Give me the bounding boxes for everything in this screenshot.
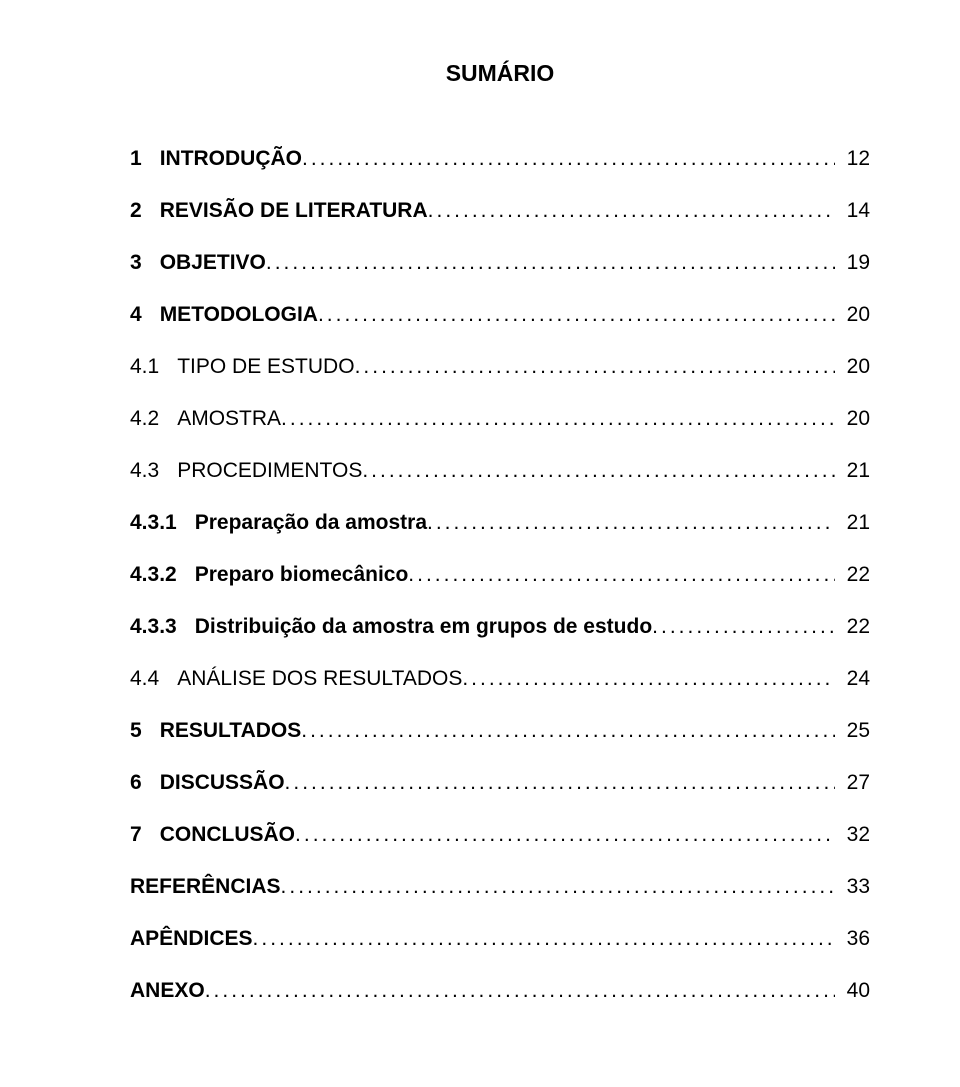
- toc-leader-dots: [318, 303, 835, 327]
- toc-entry-label: PROCEDIMENTOS: [177, 459, 362, 483]
- toc-entry-label: APÊNDICES: [130, 927, 253, 951]
- toc-entry-page: 27: [835, 771, 870, 795]
- toc-entry-number: 4.3.2: [130, 563, 195, 587]
- toc-entry-number: 2: [130, 199, 160, 223]
- toc-leader-dots: [285, 771, 835, 795]
- toc-entry-page: 36: [835, 927, 870, 951]
- toc-entry-label: REFERÊNCIAS: [130, 875, 281, 899]
- toc-entry-number: 4.3.3: [130, 615, 195, 639]
- toc-entry-number: 7: [130, 823, 160, 847]
- toc-row: 3OBJETIVO 19: [130, 251, 870, 275]
- toc-entry-page: 19: [835, 251, 870, 275]
- toc-entry-label: AMOSTRA: [177, 407, 281, 431]
- toc-row: 4.1TIPO DE ESTUDO 20: [130, 355, 870, 379]
- table-of-contents: 1INTRODUÇÃO 12 2REVISÃO DE LITERATURA 14 3OB…: [130, 147, 870, 1003]
- toc-row: 4.3PROCEDIMENTOS 21: [130, 459, 870, 483]
- toc-entry-label: INTRODUÇÃO: [160, 147, 302, 171]
- toc-leader-dots: [266, 251, 835, 275]
- toc-entry-label: Preparo biomecânico: [195, 563, 409, 587]
- toc-row: APÊNDICES 36: [130, 927, 870, 951]
- toc-entry-page: 40: [835, 979, 870, 1003]
- toc-entry-number: 5: [130, 719, 160, 743]
- toc-entry-label: REVISÃO DE LITERATURA: [160, 199, 428, 223]
- toc-entry-label: RESULTADOS: [160, 719, 302, 743]
- toc-entry-number: 4.1: [130, 355, 177, 379]
- toc-entry-page: 32: [835, 823, 870, 847]
- toc-entry-page: 12: [835, 147, 870, 171]
- toc-entry-page: 20: [835, 407, 870, 431]
- toc-entry-number: 4.3.1: [130, 511, 195, 535]
- toc-entry-label: TIPO DE ESTUDO: [177, 355, 354, 379]
- toc-leader-dots: [652, 615, 834, 639]
- toc-entry-number: 4.4: [130, 667, 177, 691]
- toc-entry-number: 1: [130, 147, 160, 171]
- toc-entry-page: 33: [835, 875, 870, 899]
- toc-leader-dots: [408, 563, 834, 587]
- toc-entry-label: ANÁLISE DOS RESULTADOS: [177, 667, 462, 691]
- toc-row: 5RESULTADOS 25: [130, 719, 870, 743]
- toc-entry-label: DISCUSSÃO: [160, 771, 285, 795]
- toc-leader-dots: [281, 407, 835, 431]
- toc-entry-page: 22: [835, 563, 870, 587]
- toc-row: 4.3.3Distribuição da amostra em grupos d…: [130, 615, 870, 639]
- toc-row: 4.2AMOSTRA 20: [130, 407, 870, 431]
- toc-entry-label: OBJETIVO: [160, 251, 266, 275]
- toc-leader-dots: [462, 667, 834, 691]
- toc-entry-number: 6: [130, 771, 160, 795]
- toc-entry-page: 20: [835, 355, 870, 379]
- toc-leader-dots: [427, 511, 835, 535]
- toc-entry-number: 4.2: [130, 407, 177, 431]
- toc-leader-dots: [355, 355, 835, 379]
- toc-entry-label: Preparação da amostra: [195, 511, 427, 535]
- toc-leader-dots: [428, 199, 835, 223]
- toc-entry-page: 21: [835, 459, 870, 483]
- toc-entry-page: 20: [835, 303, 870, 327]
- toc-leader-dots: [205, 979, 835, 1003]
- toc-entry-page: 14: [835, 199, 870, 223]
- toc-row: 4.4ANÁLISE DOS RESULTADOS 24: [130, 667, 870, 691]
- toc-row: 4.3.2Preparo biomecânico 22: [130, 563, 870, 587]
- toc-entry-label: ANEXO: [130, 979, 205, 1003]
- toc-entry-number: 3: [130, 251, 160, 275]
- page-title: SUMÁRIO: [130, 60, 870, 87]
- toc-entry-label: Distribuição da amostra em grupos de est…: [195, 615, 652, 639]
- toc-entry-page: 24: [835, 667, 870, 691]
- toc-leader-dots: [301, 719, 834, 743]
- toc-row: 7CONCLUSÃO 32: [130, 823, 870, 847]
- toc-entry-label: METODOLOGIA: [160, 303, 318, 327]
- toc-leader-dots: [302, 147, 835, 171]
- toc-leader-dots: [281, 875, 835, 899]
- toc-entry-page: 21: [835, 511, 870, 535]
- toc-leader-dots: [253, 927, 835, 951]
- toc-entry-number: 4: [130, 303, 160, 327]
- toc-row: 4.3.1Preparação da amostra 21: [130, 511, 870, 535]
- toc-leader-dots: [362, 459, 834, 483]
- toc-entry-label: CONCLUSÃO: [160, 823, 295, 847]
- toc-row: 4METODOLOGIA 20: [130, 303, 870, 327]
- toc-entry-page: 22: [835, 615, 870, 639]
- toc-leader-dots: [295, 823, 835, 847]
- toc-entry-number: 4.3: [130, 459, 177, 483]
- toc-row: 6DISCUSSÃO 27: [130, 771, 870, 795]
- toc-row: ANEXO 40: [130, 979, 870, 1003]
- toc-row: 1INTRODUÇÃO 12: [130, 147, 870, 171]
- toc-row: REFERÊNCIAS 33: [130, 875, 870, 899]
- toc-entry-page: 25: [835, 719, 870, 743]
- toc-row: 2REVISÃO DE LITERATURA 14: [130, 199, 870, 223]
